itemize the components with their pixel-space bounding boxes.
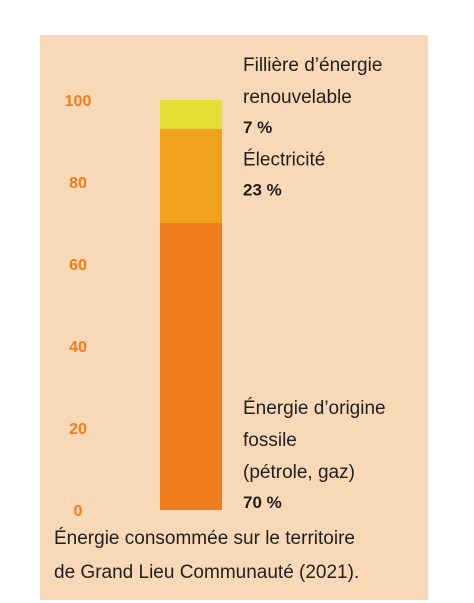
segment-value-0: 70 %	[243, 493, 282, 512]
y-tick-label: 60	[69, 257, 87, 274]
caption-line-1: Énergie consommée sur le territoire	[54, 528, 355, 549]
bar-segment-2	[160, 100, 222, 129]
y-tick-label: 100	[65, 93, 92, 110]
segment-value-2: 7 %	[243, 118, 272, 137]
chart-card	[40, 35, 428, 600]
bar-segment-0	[160, 223, 222, 510]
y-tick-label: 80	[69, 175, 87, 192]
segment-label-2-line-0: Fillière d’énergie	[243, 55, 382, 76]
segment-value-1: 23 %	[243, 181, 282, 200]
y-tick-label: 0	[74, 503, 83, 520]
bar-segment-1	[160, 128, 222, 223]
caption-line-2: de Grand Lieu Communauté (2021).	[54, 562, 360, 583]
segment-label-0-line-1: fossile	[243, 430, 297, 451]
segment-label-0-line-0: Énergie d’origine	[243, 398, 386, 419]
y-tick-label: 20	[69, 421, 87, 438]
segment-label-2-line-1: renouvelable	[243, 87, 352, 108]
segment-label-0-line-2: (pétrole, gaz)	[243, 462, 355, 483]
segment-label-1-line-0: Électricité	[243, 150, 325, 171]
y-tick-label: 40	[69, 339, 87, 356]
chart-caption: Énergie consommée sur le territoire de G…	[54, 522, 434, 590]
